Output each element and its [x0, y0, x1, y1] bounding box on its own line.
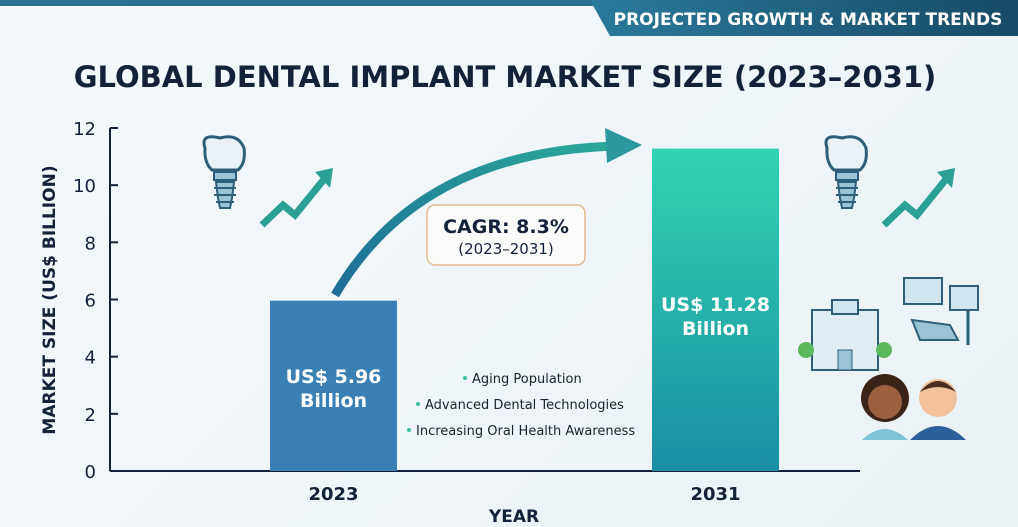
y-tick-label: 2 [85, 405, 96, 426]
dental-chair-icon [903, 277, 979, 345]
bar-2023 [270, 300, 397, 471]
data-label: Billion [682, 318, 749, 340]
x-axis-label: YEAR [488, 507, 539, 527]
cagr-label: CAGR: 8.3% [443, 216, 569, 238]
driver-1: Aging Population [472, 372, 582, 387]
y-tick-label: 4 [85, 348, 96, 369]
banner-text: PROJECTED GROWTH & MARKET TRENDS [614, 10, 1003, 30]
patients-icon [861, 374, 966, 440]
trend-up-arrowhead-icon [937, 168, 955, 188]
y-axis-label: MARKET SIZE (US$ BILLION) [40, 165, 60, 434]
data-label: Billion [300, 390, 367, 412]
driver-3: Increasing Oral Health Awareness [416, 424, 635, 439]
trend-up-icon [259, 175, 328, 228]
growth-arrow-head [605, 128, 642, 163]
bullet-icon [416, 402, 420, 406]
dental-implant-icon [202, 135, 246, 209]
chart-title: GLOBAL DENTAL IMPLANT MARKET SIZE (2023–… [74, 60, 937, 94]
y-tick-label: 10 [73, 176, 96, 197]
y-tick-label: 8 [85, 233, 96, 254]
trend-up-icon [881, 175, 950, 228]
x-tick-label: 2023 [308, 484, 358, 505]
clinic-icon [798, 299, 892, 371]
banner [590, 0, 1018, 36]
y-tick-label: 12 [73, 119, 96, 140]
growth-arrow [331, 141, 621, 298]
cagr-box [426, 204, 586, 266]
y-tick-label: 0 [85, 462, 96, 483]
data-label: US$ 5.96 [286, 366, 382, 388]
y-tick-label: 6 [85, 291, 96, 312]
bar-2031 [652, 148, 779, 471]
cagr-period: (2023–2031) [458, 240, 554, 258]
driver-2: Advanced Dental Technologies [425, 398, 624, 413]
bullet-icon [463, 376, 467, 380]
x-tick-label: 2031 [690, 484, 740, 505]
bullet-icon [407, 428, 411, 432]
trend-up-arrowhead-icon [315, 168, 333, 188]
dental-implant-icon [824, 135, 868, 210]
data-label: US$ 11.28 [661, 294, 770, 316]
top-stripe [0, 0, 1018, 6]
